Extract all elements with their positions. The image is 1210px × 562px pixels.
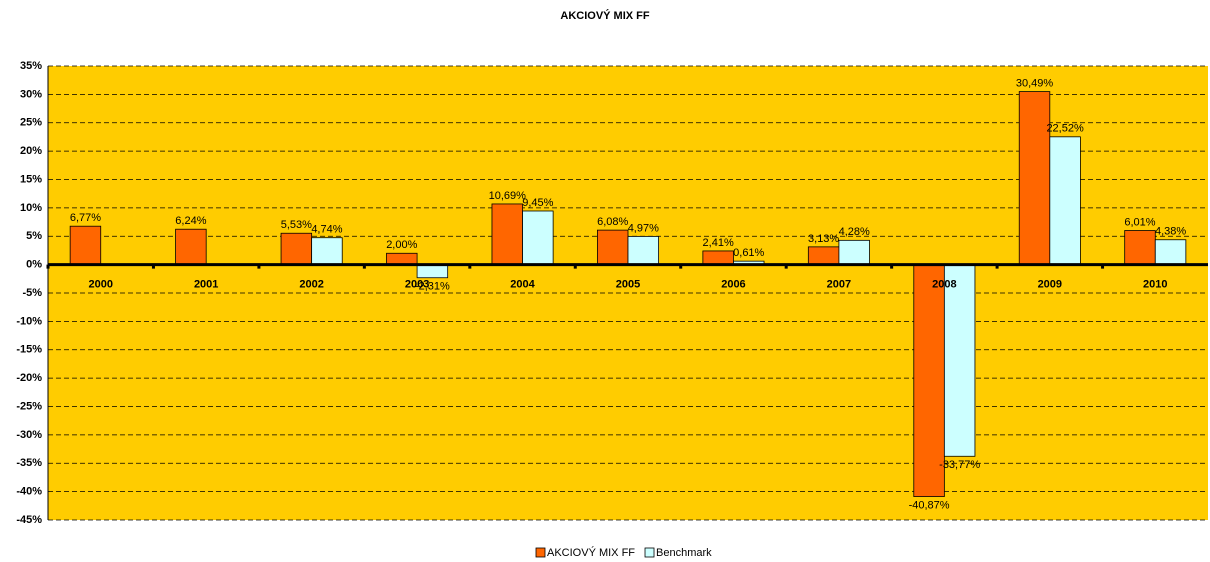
data-label: 3,13% — [808, 233, 839, 245]
bar — [522, 210, 554, 266]
x-tick — [995, 264, 999, 269]
legend-label: AKCIOVÝ MIX FF — [547, 546, 635, 559]
data-label: 5,53% — [281, 219, 312, 231]
bar — [175, 228, 207, 266]
bar — [280, 232, 313, 266]
y-tick-label: -45% — [16, 514, 42, 526]
x-tick-label: 2007 — [827, 279, 851, 291]
x-tick — [573, 264, 577, 269]
bar — [597, 229, 629, 266]
data-label: 6,01% — [1124, 216, 1155, 228]
legend-swatch — [535, 547, 546, 558]
data-label: 9,45% — [522, 197, 553, 209]
data-label: 22,52% — [1046, 123, 1084, 135]
x-tick-label: 2009 — [1038, 279, 1062, 291]
x-tick — [890, 264, 894, 269]
data-label: 6,08% — [597, 216, 628, 228]
x-tick-label: 2005 — [616, 279, 640, 291]
data-label: 2,00% — [386, 239, 417, 251]
bar — [416, 264, 449, 279]
data-label: -40,87% — [909, 499, 950, 511]
y-tick-label: 35% — [20, 60, 42, 72]
y-tick-label: -5% — [22, 287, 42, 299]
bar — [386, 252, 418, 266]
data-label: 6,77% — [70, 212, 101, 224]
bar — [1018, 91, 1051, 266]
bar — [1124, 230, 1156, 266]
chart-title: AKCIOVÝ MIX FF — [560, 9, 650, 22]
x-tick — [257, 264, 261, 269]
data-label: 30,49% — [1016, 78, 1054, 90]
bar — [702, 250, 734, 266]
y-tick-label: -15% — [16, 344, 42, 356]
data-label: 0,61% — [733, 247, 764, 259]
bar — [69, 225, 102, 266]
data-label: 4,38% — [1155, 226, 1186, 238]
x-tick-label: 2000 — [88, 279, 112, 291]
legend-label: Benchmark — [656, 547, 712, 559]
x-tick — [679, 264, 683, 269]
data-label: -2,31% — [415, 281, 450, 293]
y-tick-label: -10% — [16, 315, 42, 327]
x-tick-label: 2010 — [1143, 279, 1167, 291]
bar — [913, 264, 945, 497]
y-tick-label: -20% — [16, 372, 42, 384]
x-tick-label: 2003 — [405, 279, 429, 291]
x-tick — [151, 264, 155, 269]
legend-swatch — [644, 547, 655, 558]
data-label: -33,77% — [939, 459, 980, 471]
bar — [1049, 136, 1081, 266]
data-label: 6,24% — [175, 215, 206, 227]
x-tick-label: 2002 — [299, 279, 323, 291]
bar — [627, 236, 659, 266]
bar — [807, 246, 840, 266]
data-label: 4,97% — [628, 222, 659, 234]
y-tick-label: -35% — [16, 457, 42, 469]
y-tick-label: 15% — [20, 173, 42, 185]
x-tick — [784, 264, 788, 269]
y-tick-label: -25% — [16, 400, 42, 412]
x-tick-label: 2004 — [510, 279, 535, 291]
y-tick-label: 20% — [20, 145, 42, 157]
x-tick — [46, 264, 50, 269]
y-tick-label: 5% — [26, 230, 42, 242]
y-tick-label: 30% — [20, 88, 42, 100]
x-tick-label: 2008 — [932, 279, 956, 291]
x-tick — [1101, 264, 1105, 269]
bar — [491, 203, 523, 266]
data-label: 4,74% — [311, 224, 342, 236]
x-tick-label: 2001 — [194, 279, 218, 291]
x-tick — [362, 264, 366, 269]
bar — [943, 264, 976, 457]
data-label: 2,41% — [703, 237, 734, 249]
y-tick-label: -40% — [16, 486, 42, 498]
bar — [311, 237, 343, 266]
y-tick-label: 10% — [20, 202, 42, 214]
y-tick-label: 0% — [26, 259, 42, 271]
data-label: 10,69% — [489, 190, 527, 202]
bar — [838, 239, 870, 266]
x-tick-label: 2006 — [721, 279, 745, 291]
bar — [1154, 239, 1187, 266]
x-tick — [468, 264, 472, 269]
y-tick-label: -30% — [16, 429, 42, 441]
data-label: 4,28% — [839, 226, 870, 238]
y-tick-label: 25% — [20, 117, 42, 129]
